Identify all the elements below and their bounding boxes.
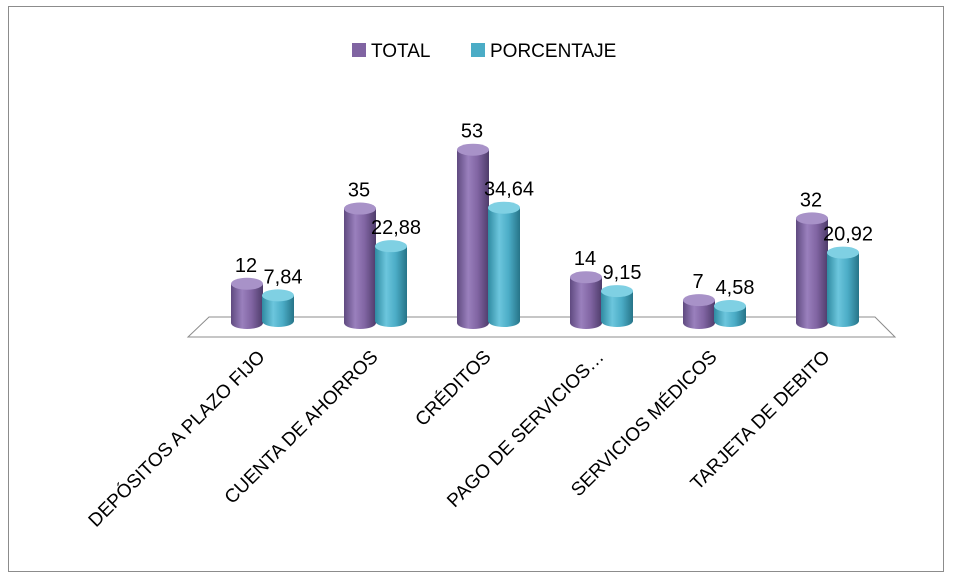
data-label-total-0: 12 xyxy=(235,255,257,277)
data-label-total-5: 32 xyxy=(800,189,822,211)
legend-label-total: TOTAL xyxy=(371,41,430,62)
data-label-total-4: 7 xyxy=(692,271,703,293)
data-label-porcentaje-4: 4,58 xyxy=(716,277,755,299)
bar-porcentaje-5 xyxy=(827,252,859,327)
chart-floor xyxy=(186,316,897,338)
data-label-porcentaje-1: 22,88 xyxy=(371,217,421,239)
bar-total-4-top xyxy=(683,294,715,307)
bar-total-3-top xyxy=(570,271,602,284)
bar-porcentaje-5-top xyxy=(827,246,859,259)
data-label-total-1: 35 xyxy=(348,180,370,202)
data-label-porcentaje-0: 7,84 xyxy=(264,266,303,288)
bar-porcentaje-2-top xyxy=(488,201,520,214)
bar-porcentaje-2 xyxy=(488,207,520,327)
bar-total-1-top xyxy=(344,202,376,215)
bar-total-1 xyxy=(344,208,376,329)
data-label-porcentaje-5: 20,92 xyxy=(823,224,873,246)
bar-porcentaje-1-top xyxy=(375,240,407,253)
bar-porcentaje-3-top xyxy=(601,285,633,298)
bar-total-5-top xyxy=(796,212,828,225)
legend-swatch-porcentaje xyxy=(471,43,485,57)
bar-total-5 xyxy=(796,218,828,329)
bar-porcentaje-0-top xyxy=(262,289,294,302)
bar-porcentaje-4-top xyxy=(714,300,746,313)
data-label-total-3: 14 xyxy=(574,248,596,270)
legend: TOTAL PORCENTAJE xyxy=(352,41,616,62)
category-label-2: CRÉDITOS xyxy=(412,347,496,431)
legend-label-porcentaje: PORCENTAJE xyxy=(490,41,616,62)
bar-total-4 xyxy=(683,300,715,329)
legend-swatch-total xyxy=(352,43,366,57)
bar-total-0-top xyxy=(231,277,263,290)
bar-total-0 xyxy=(231,283,263,329)
data-label-total-2: 53 xyxy=(461,121,483,143)
data-label-porcentaje-3: 9,15 xyxy=(603,262,642,284)
data-label-porcentaje-2: 34,64 xyxy=(484,179,534,201)
bars xyxy=(231,143,859,329)
bar-total-2-top xyxy=(457,143,489,156)
bar-porcentaje-0 xyxy=(262,295,294,327)
bar-total-2 xyxy=(457,149,489,329)
bar-porcentaje-4 xyxy=(714,306,746,327)
bar-porcentaje-1 xyxy=(375,246,407,327)
bar-porcentaje-3 xyxy=(601,291,633,327)
bar-total-3 xyxy=(570,277,602,329)
category-label-0: DEPÓSITOS A PLAZO FIJO xyxy=(84,346,270,532)
